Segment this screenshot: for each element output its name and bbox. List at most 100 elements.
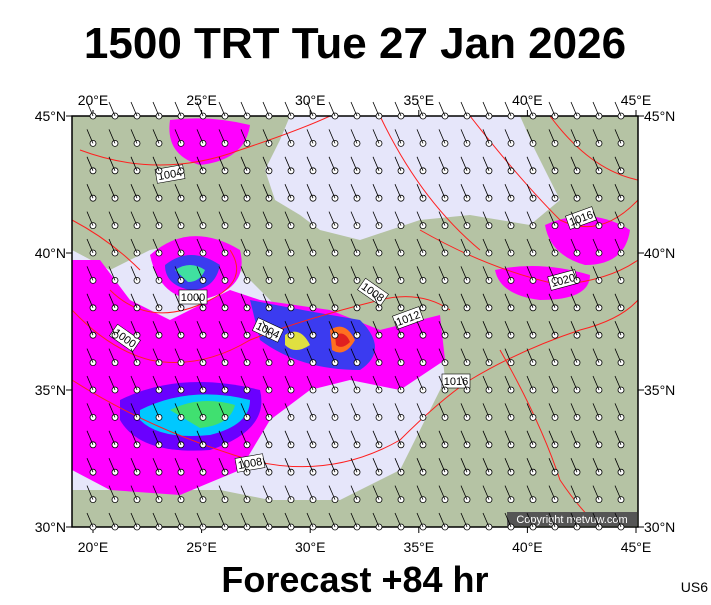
wind-barb [460, 293, 468, 308]
wind-barb [86, 101, 94, 117]
wind-barb [372, 403, 380, 418]
wind-barb [130, 184, 138, 199]
wind-barb [416, 321, 424, 336]
wind-barb [372, 129, 380, 144]
wind-barb [108, 375, 116, 391]
latitude-label: 40°N [35, 245, 66, 261]
wind-barb [548, 184, 556, 199]
wind-barb [592, 156, 600, 171]
wind-barb [174, 129, 182, 144]
wind-barb [416, 430, 424, 445]
wind-barb [328, 512, 336, 528]
wind-barb [328, 375, 336, 391]
wind-barb [130, 403, 138, 418]
wind-barb [196, 375, 204, 391]
wind-barb [284, 458, 292, 473]
wind-barb [240, 348, 248, 363]
wind-barb [460, 512, 468, 528]
wind-barb [548, 266, 556, 281]
wind-barb [548, 403, 556, 418]
wind-barb [284, 512, 292, 528]
wind-barb [262, 101, 270, 117]
wind-barb [482, 375, 490, 391]
wind-barb [328, 129, 336, 144]
forecast-label: Forecast +84 hr [221, 559, 488, 600]
wind-barb [130, 458, 138, 473]
wind-barb [526, 458, 534, 473]
wind-barb [218, 430, 226, 445]
wind-barb [306, 211, 314, 226]
wind-barb [504, 458, 512, 473]
wind-barb [526, 156, 534, 171]
isobar-label: 1004 [157, 167, 183, 183]
wind-barb [416, 403, 424, 418]
wind-barb [218, 375, 226, 391]
wind-barb [416, 266, 424, 281]
wind-barb [372, 430, 380, 445]
wind-barb [416, 458, 424, 473]
precipitation [72, 118, 630, 495]
wind-barb [196, 430, 204, 445]
wind-barb [306, 156, 314, 171]
wind-barb [504, 238, 512, 254]
wind-barb [570, 458, 578, 473]
wind-barb [240, 375, 248, 391]
wind-barb [394, 211, 402, 226]
wind-barb [460, 403, 468, 418]
wind-barb [130, 375, 138, 391]
wind-barb [504, 321, 512, 336]
wind-barb [328, 101, 336, 117]
wind-barb [218, 129, 226, 144]
wind-barb [504, 211, 512, 226]
wind-barb [372, 512, 380, 528]
wind-barb [548, 348, 556, 363]
title: 1500 TRT Tue 27 Jan 2026 [84, 19, 626, 68]
wind-barb [306, 403, 314, 418]
wind-barb [108, 211, 116, 226]
wind-barb [460, 266, 468, 281]
wind-barb [152, 458, 160, 473]
wind-barb [196, 211, 204, 226]
wind-barb [416, 485, 424, 500]
wind-barb [284, 266, 292, 281]
wind-barb [196, 321, 204, 336]
wind-barb [130, 266, 138, 281]
wind-barb [482, 238, 490, 254]
wind-barb [130, 101, 138, 117]
wind-barb [328, 238, 336, 254]
wind-barb [438, 458, 446, 473]
wind-barb [416, 184, 424, 199]
wind-barb [504, 430, 512, 445]
wind-barb [614, 266, 622, 281]
wind-barb [284, 293, 292, 308]
wind-barb [592, 403, 600, 418]
wind-barb [614, 430, 622, 445]
wind-barb [460, 238, 468, 254]
wind-barb [174, 485, 182, 500]
wind-barb [350, 512, 358, 528]
longitude-label: 20°E [78, 92, 109, 108]
wind-barb [152, 211, 160, 226]
wind-barb [218, 403, 226, 418]
wind-barb [570, 266, 578, 281]
wind-barb [526, 293, 534, 308]
wind-barb [86, 156, 94, 171]
wind-barb [174, 348, 182, 363]
wind-barb [438, 129, 446, 144]
wind-barb [548, 129, 556, 144]
wind-barb [350, 266, 358, 281]
wind-barb [570, 321, 578, 336]
wind-barb [482, 211, 490, 226]
wind-barb [196, 403, 204, 418]
wind-barb [328, 184, 336, 199]
wind-barb [130, 512, 138, 528]
wind-barb [504, 485, 512, 500]
longitude-label: 45°E [621, 92, 652, 108]
wind-barb [438, 430, 446, 445]
wind-barb [350, 101, 358, 117]
wind-barb [504, 129, 512, 144]
wind-barb [306, 321, 314, 336]
wind-barb [372, 485, 380, 500]
wind-barb [350, 184, 358, 199]
wind-barb [152, 129, 160, 144]
